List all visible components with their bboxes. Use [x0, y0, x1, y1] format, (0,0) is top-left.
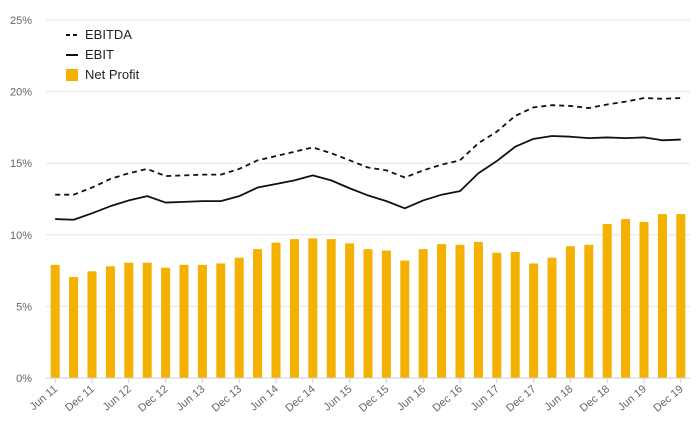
net-profit-bar — [69, 277, 79, 378]
ebit-line — [55, 135, 681, 221]
legend: EBITDA EBIT Net Profit — [66, 27, 140, 82]
net-profit-bar — [50, 264, 60, 378]
x-tick-label: Dec 16 — [431, 383, 465, 415]
y-tick-label: 15% — [10, 158, 32, 170]
y-tick-label: 5% — [16, 301, 32, 313]
x-tick-label: Jun 14 — [248, 383, 281, 413]
legend-label: EBITDA — [85, 27, 132, 42]
net-profit-bar — [289, 239, 299, 378]
x-tick-label: Dec 18 — [578, 383, 612, 415]
net-profit-bar — [639, 221, 649, 378]
net-profit-bar — [418, 249, 428, 378]
x-tick-label: Jun 19 — [616, 383, 649, 413]
x-tick-label: Jun 12 — [101, 383, 134, 413]
x-axis: Jun 11 Dec 11 Jun 12 Dec 12 Jun 13 Dec 13 Jun … — [28, 377, 690, 415]
net-profit-bar — [234, 257, 244, 378]
net-profit-bar — [657, 214, 667, 378]
x-tick-label: Dec 11 — [63, 383, 97, 414]
ebitda-line — [55, 97, 681, 196]
net-profit-bar — [455, 244, 465, 378]
net-profit-bar — [510, 251, 520, 378]
net-profit-bar — [565, 246, 575, 378]
x-tick-label: Dec 13 — [210, 383, 244, 415]
gridlines — [46, 19, 690, 307]
x-tick-label: Dec 17 — [504, 383, 538, 415]
net-profit-bar — [253, 249, 263, 378]
net-profit-bar — [105, 266, 115, 378]
y-tick-label: 0% — [16, 373, 32, 385]
net-profit-bar — [326, 239, 336, 378]
net-profit-bar — [437, 244, 447, 378]
y-tick-label: 25% — [10, 15, 32, 27]
net-profit-bar — [308, 238, 318, 378]
net-profit-bar — [529, 263, 539, 378]
legend-swatch-net-profit — [66, 69, 78, 81]
net-profit-bar — [161, 267, 171, 378]
y-tick-label: 10% — [10, 230, 32, 242]
margin-lines — [55, 97, 681, 221]
net-profit-bar — [602, 224, 612, 378]
net-profit-bar — [547, 257, 557, 378]
x-tick-label: Jun 17 — [469, 383, 502, 413]
net-profit-bar — [363, 249, 373, 378]
net-profit-bar — [584, 244, 594, 378]
net-profit-bar — [216, 263, 226, 378]
net-profit-bar — [345, 243, 355, 378]
x-tick-label: Jun 15 — [322, 383, 355, 413]
net-profit-bar — [179, 264, 189, 378]
x-tick-label: Dec 19 — [651, 383, 685, 415]
x-tick-label: Jun 18 — [542, 383, 575, 413]
net-profit-bar — [676, 214, 686, 378]
legend-label: EBIT — [85, 47, 114, 62]
net-profit-bar — [621, 219, 631, 378]
net-profit-bar — [197, 264, 207, 378]
x-tick-label: Jun 11 — [28, 383, 60, 413]
net-profit-bar — [400, 260, 410, 378]
net-profit-bar — [381, 250, 391, 378]
net-profit-bar — [142, 262, 152, 378]
net-profit-bar — [87, 271, 97, 378]
legend-label: Net Profit — [85, 67, 140, 82]
x-tick-label: Dec 12 — [136, 383, 170, 415]
net-profit-bars — [50, 214, 686, 378]
y-axis: 0% 5% 10% 15% 20% 25% — [10, 15, 32, 385]
x-tick-label: Dec 15 — [357, 383, 391, 415]
x-tick-label: Jun 13 — [174, 383, 207, 413]
net-profit-bar — [473, 241, 483, 378]
y-tick-label: 20% — [10, 87, 32, 99]
net-profit-bar — [492, 252, 502, 378]
net-profit-bar — [271, 242, 281, 378]
x-tick-label: Dec 14 — [283, 383, 317, 415]
net-profit-bar — [124, 262, 134, 378]
x-tick-label: Jun 16 — [395, 383, 428, 413]
